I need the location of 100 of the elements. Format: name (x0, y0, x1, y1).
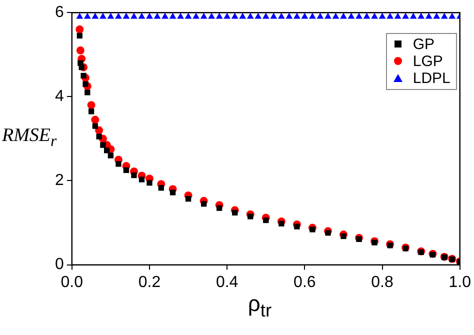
point (216, 205, 222, 211)
y-axis-title: RMSE$_{r}$ (2, 124, 57, 150)
point (138, 176, 145, 182)
point (224, 12, 231, 19)
point (96, 134, 102, 140)
x-tick-label: 0.8 (371, 274, 394, 291)
y-tick-label: 6 (54, 4, 64, 22)
point (348, 12, 355, 19)
point (262, 12, 270, 19)
point (146, 12, 153, 19)
point (78, 64, 84, 70)
point (88, 108, 94, 114)
point (114, 12, 122, 19)
point (200, 12, 208, 19)
point (100, 142, 106, 148)
point (92, 12, 99, 19)
point (232, 210, 238, 216)
point (76, 46, 84, 54)
point (433, 12, 440, 19)
y-tick-label: 4 (54, 88, 64, 106)
point (216, 12, 223, 19)
point (107, 12, 114, 19)
point (371, 12, 378, 19)
point (254, 12, 262, 19)
point (387, 242, 393, 248)
point (154, 12, 161, 19)
point (200, 201, 207, 207)
x-tick-label: 0.6 (294, 274, 316, 291)
point (92, 123, 98, 129)
point (138, 12, 146, 19)
point (76, 25, 84, 34)
point (82, 81, 88, 87)
point (386, 12, 394, 19)
x-tick-label: 0.4 (216, 274, 238, 291)
point (184, 12, 192, 19)
point (294, 224, 300, 230)
x-axis-title: ρ$_{tr}$ (248, 290, 272, 322)
point (91, 116, 100, 124)
point (402, 12, 410, 19)
point (356, 236, 362, 242)
point (177, 12, 184, 19)
point (192, 12, 200, 19)
point (310, 226, 316, 232)
point (169, 12, 176, 19)
point (324, 12, 332, 19)
point (293, 12, 300, 19)
point (332, 12, 340, 19)
point (425, 12, 432, 19)
y-tick-label: 2 (54, 172, 64, 190)
point (185, 196, 192, 202)
x-tick-label: 0.0 (60, 274, 84, 291)
point (122, 12, 130, 19)
point (116, 161, 122, 167)
point (131, 172, 137, 178)
point (76, 12, 84, 19)
legend-label: LGP (412, 52, 443, 70)
point (239, 12, 246, 19)
point (286, 12, 293, 19)
point (448, 12, 456, 19)
point (270, 12, 278, 19)
point (95, 126, 104, 134)
x-tick-label: 1.0 (448, 274, 472, 291)
point (130, 12, 138, 19)
point (440, 12, 448, 19)
point (84, 90, 90, 96)
point (278, 220, 284, 226)
point (208, 12, 216, 19)
point (356, 12, 362, 19)
point (108, 152, 114, 158)
point (170, 190, 176, 196)
point (394, 12, 402, 19)
point (301, 12, 308, 19)
point (340, 12, 347, 19)
point (372, 240, 378, 246)
point (76, 32, 82, 39)
point (325, 230, 331, 236)
point (363, 12, 370, 19)
point (263, 217, 269, 224)
point (246, 12, 254, 19)
point (87, 101, 96, 110)
point (162, 12, 168, 19)
y-tick-label: 0 (54, 256, 64, 274)
legend-label: GP (412, 36, 435, 53)
point (158, 185, 164, 191)
x-tick-label: 0.2 (138, 274, 161, 291)
point (231, 12, 238, 19)
point (378, 12, 386, 19)
legend-label: LDPL (412, 70, 450, 87)
point (104, 148, 110, 154)
point (418, 12, 425, 19)
point (99, 12, 106, 19)
point (84, 12, 91, 19)
point (278, 12, 285, 19)
point (308, 12, 316, 19)
point (316, 12, 324, 19)
point (248, 214, 254, 220)
point (146, 180, 152, 186)
point (410, 12, 417, 19)
point (340, 233, 346, 240)
point (80, 72, 86, 78)
